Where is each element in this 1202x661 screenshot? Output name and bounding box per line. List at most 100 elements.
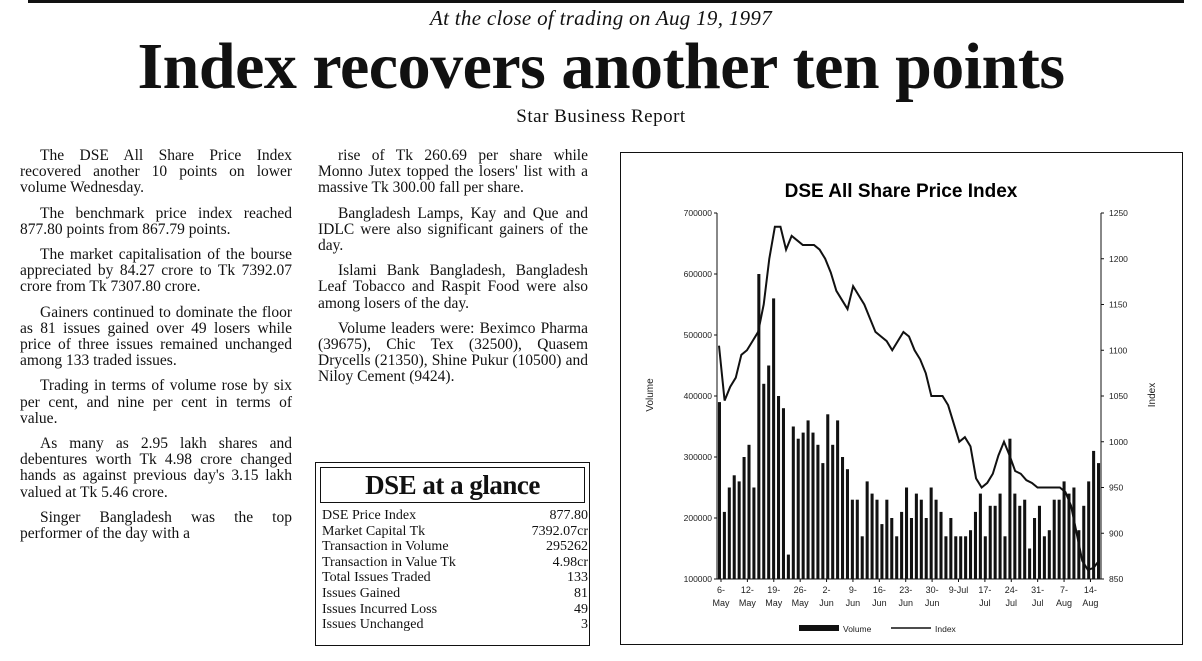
- x-tick-label: 16-: [873, 585, 886, 595]
- glance-value: 877.80: [549, 508, 589, 523]
- volume-bar: [954, 536, 958, 579]
- legend-index-label: Index: [935, 624, 957, 634]
- y-tick-label: 100000: [684, 574, 713, 584]
- table-row: Market Capital Tk 7392.07cr: [322, 524, 588, 540]
- y2-axis-label: Index: [1147, 383, 1158, 407]
- volume-bar: [1097, 463, 1101, 579]
- glance-label: Issues Gained: [322, 585, 401, 601]
- volume-bar: [924, 518, 928, 579]
- volume-bar: [964, 536, 968, 579]
- volume-bar: [1037, 505, 1041, 579]
- byline: Star Business Report: [516, 106, 686, 127]
- paragraph: As many as 2.95 lakh shares and debentur…: [20, 435, 292, 501]
- paragraph: rise of Tk 260.69 per share while Monno …: [318, 147, 588, 197]
- x-tick-label: 12-: [741, 585, 754, 595]
- x-tick-label: May: [792, 598, 810, 608]
- volume-bar: [909, 518, 913, 579]
- glance-value: 81: [574, 585, 588, 601]
- index-line: [718, 225, 1100, 572]
- x-tick-label: Jul: [1006, 598, 1018, 608]
- volume-bar: [855, 499, 859, 579]
- x-tick-label: 17-: [978, 585, 991, 595]
- headline: Index recovers another ten points: [137, 30, 1065, 103]
- article-column-2: rise of Tk 260.69 per share while Monno …: [318, 147, 588, 395]
- volume-bar: [845, 469, 849, 579]
- legend-volume-label: Volume: [843, 624, 872, 634]
- volume-bar: [1023, 499, 1027, 579]
- x-tick-label: 19-: [767, 585, 780, 595]
- y-tick-label: 700000: [684, 208, 713, 218]
- y2-tick-label: 900: [1109, 528, 1123, 538]
- volume-bar: [737, 481, 741, 579]
- volume-bar: [973, 511, 977, 579]
- volume-bar: [727, 487, 731, 579]
- glance-value: 49: [574, 601, 588, 617]
- volume-bar: [742, 457, 746, 579]
- paragraph: The market capitalisation of the bourse …: [20, 246, 292, 296]
- paragraph: Gainers continued to dominate the floor …: [20, 303, 292, 370]
- paragraph: Singer Bangladesh was the top performer …: [20, 508, 292, 543]
- chart-legend: Volume Index: [799, 624, 957, 634]
- volume-bar: [1018, 505, 1022, 579]
- glance-label: Transaction in Value Tk: [322, 554, 456, 570]
- y2-tick-label: 1150: [1109, 300, 1128, 310]
- y-tick-label: 600000: [684, 269, 713, 279]
- x-tick-label: Jun: [925, 598, 940, 608]
- y2-tick-label: 950: [1109, 483, 1123, 493]
- volume-bar: [821, 463, 825, 579]
- table-row: DSE Price Index 877.80: [322, 508, 588, 524]
- glance-label: DSE Price Index: [322, 508, 417, 523]
- dateline: At the close of trading on Aug 19, 1997: [429, 6, 773, 30]
- table-row: Issues Gained 81: [322, 586, 588, 602]
- volume-bar: [875, 499, 879, 579]
- x-tick-label: 23-: [899, 585, 912, 595]
- paragraph: Islami Bank Bangladesh, Bangladesh Leaf …: [318, 262, 588, 312]
- volume-bar: [732, 475, 736, 579]
- glance-label: Total Issues Traded: [322, 570, 431, 586]
- y-tick-label: 200000: [684, 513, 713, 523]
- volume-bar: [752, 487, 756, 579]
- volume-bar: [831, 444, 835, 579]
- volume-bar: [929, 487, 933, 579]
- chart-frame: DSE All Share Price Index Volume Index 1…: [620, 152, 1183, 645]
- table-row: Transaction in Volume 295262: [322, 539, 588, 555]
- plot-area: 100000 200000 300000 400000 500000 600000 7000…: [684, 208, 1129, 608]
- x-tick-label: 26-: [794, 585, 807, 595]
- volume-bar: [993, 505, 997, 579]
- volume-bar: [939, 511, 943, 579]
- volume-bar: [1077, 530, 1081, 579]
- volume-bar: [890, 518, 894, 579]
- volume-bar: [969, 530, 973, 579]
- volume-bar: [747, 444, 751, 579]
- table-row: Transaction in Value Tk 4.98cr: [322, 555, 588, 571]
- glance-title: DSE at a glance: [320, 467, 585, 503]
- x-tick-label: 9-Jul: [949, 585, 969, 595]
- volume-bar: [998, 493, 1002, 579]
- glance-label: Issues Incurred Loss: [322, 601, 438, 617]
- dse-index-chart: DSE All Share Price Index Volume Index 1…: [645, 181, 1158, 634]
- volume-bar: [1028, 548, 1032, 579]
- x-tick-label: Jun: [819, 598, 834, 608]
- x-tick-label: 7-: [1060, 585, 1068, 595]
- glance-value: 7392.07cr: [531, 523, 588, 539]
- x-tick-label: 30-: [926, 585, 939, 595]
- top-rule: [28, 0, 1184, 3]
- volume-bar: [767, 365, 771, 579]
- volume-bar: [816, 444, 820, 579]
- volume-bar: [870, 493, 874, 579]
- y-tick-label: 500000: [684, 330, 713, 340]
- x-tick-label: Jun: [872, 598, 887, 608]
- volume-bar: [988, 505, 992, 579]
- x-tick-label: 2-: [823, 585, 831, 595]
- glance-value: 4.98cr: [552, 554, 588, 570]
- x-tick-label: Jul: [1032, 598, 1044, 608]
- volume-bar: [1067, 493, 1071, 579]
- volume-bar: [786, 554, 790, 579]
- y2-tick-label: 1050: [1109, 391, 1128, 401]
- volume-bar: [1052, 499, 1056, 579]
- volume-bar: [777, 396, 781, 579]
- volume-bar: [762, 383, 766, 579]
- glance-table: DSE Price Index 877.80 Market Capital Tk 7…: [322, 508, 588, 633]
- y-axis-label: Volume: [645, 378, 656, 412]
- volume-bar: [934, 499, 938, 579]
